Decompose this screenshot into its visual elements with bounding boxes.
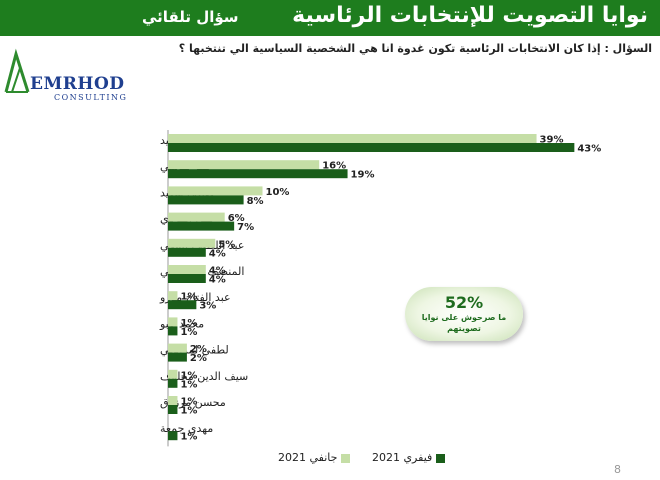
bar-jan — [168, 212, 225, 222]
undeclared-percent: 52% — [444, 293, 484, 312]
bar-jan — [168, 186, 263, 196]
chart-legend: فيفري 2021 جانفي 2021 — [260, 451, 446, 464]
data-label-feb: 2% — [190, 353, 207, 364]
data-label-jan: 2% — [190, 344, 207, 355]
page-title: نوايا التصويت للإنتخابات الرئاسية — [292, 3, 648, 28]
bar-feb — [168, 274, 206, 283]
bar-jan — [168, 134, 537, 143]
emrhod-logo: EMRHOD CONSULTING — [2, 46, 132, 106]
legend-swatch-feb — [436, 453, 446, 463]
data-label-jan: 5% — [218, 239, 235, 250]
bar-jan — [168, 265, 206, 274]
bar-feb — [168, 195, 244, 205]
data-label-jan: 16% — [322, 161, 346, 172]
data-label-feb: 1% — [180, 379, 197, 390]
undeclared-caption: ما صرحوش على نوايا تصويتهم — [421, 313, 507, 333]
bar-jan — [168, 160, 320, 170]
logo-mark-icon — [4, 48, 30, 93]
bar-feb — [168, 352, 187, 362]
data-label-feb: 1% — [180, 327, 197, 338]
bar-jan — [168, 369, 178, 379]
data-label-feb: 19% — [351, 170, 375, 181]
data-label-feb: 4% — [209, 248, 226, 259]
bar-feb — [168, 431, 178, 441]
data-label-feb: 1% — [180, 406, 197, 417]
data-label-feb: 1% — [180, 432, 197, 443]
data-label-jan: 10% — [266, 187, 290, 198]
legend-item-jan: جانفي 2021 — [278, 451, 351, 464]
data-label-jan: 1% — [180, 292, 197, 303]
data-label-feb: 8% — [247, 196, 264, 207]
data-label-feb: 4% — [209, 275, 226, 286]
bar-feb — [168, 143, 575, 152]
legend-item-feb: فيفري 2021 — [371, 451, 446, 464]
undeclared-highlight: 52% ما صرحوش على نوايا تصويتهم — [405, 287, 523, 341]
data-label-jan: 1% — [180, 370, 197, 381]
data-label-feb: 43% — [577, 144, 601, 155]
bar-jan — [168, 291, 178, 301]
category-label: سيف الدين مخلوف — [160, 370, 248, 383]
bar-feb — [168, 378, 178, 388]
page-number: 8 — [614, 463, 621, 476]
data-label-jan: 4% — [209, 266, 226, 277]
bar-feb — [168, 221, 235, 231]
title-banner: نوايا التصويت للإنتخابات الرئاسية سؤال ت… — [0, 0, 660, 36]
legend-label-jan: جانفي 2021 — [278, 451, 338, 464]
legend-label-feb: فيفري 2021 — [371, 451, 433, 464]
bar-feb — [168, 326, 178, 336]
bar-jan — [168, 238, 216, 248]
bar-jan — [168, 343, 187, 353]
data-label-jan: 1% — [180, 318, 197, 329]
data-label-feb: 7% — [237, 222, 254, 233]
page-subtitle: سؤال تلقائي — [142, 8, 239, 26]
bar-feb — [168, 169, 348, 179]
bar-feb — [168, 247, 206, 257]
logo-tagline: CONSULTING — [54, 93, 128, 102]
data-label-jan: 1% — [180, 397, 197, 408]
data-label-feb: 3% — [199, 301, 216, 312]
data-label-jan: 39% — [540, 135, 564, 146]
bar-jan — [168, 396, 178, 405]
data-label-jan: 6% — [228, 213, 245, 224]
bar-feb — [168, 300, 197, 310]
logo-name: EMRHOD — [30, 74, 125, 94]
legend-swatch-jan — [341, 453, 351, 463]
survey-question: السؤال : إذا كان الانتخابات الرئاسية تكو… — [178, 42, 652, 55]
bar-feb — [168, 405, 178, 414]
bar-jan — [168, 317, 178, 327]
